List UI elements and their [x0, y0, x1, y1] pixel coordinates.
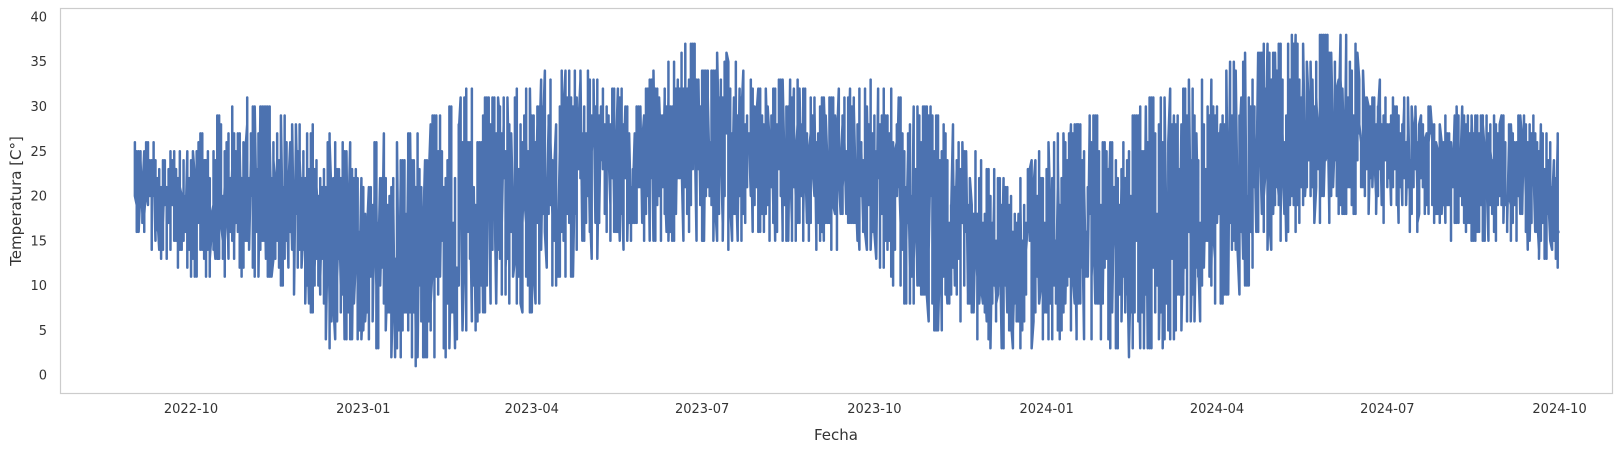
x-tick-label: 2024-04 [1190, 402, 1244, 417]
y-axis-title: Temperatura [C°] [7, 136, 25, 267]
x-tick-label: 2024-10 [1532, 402, 1586, 417]
x-tick-label: 2023-10 [847, 402, 901, 417]
y-tick-label: 40 [30, 10, 47, 25]
y-tick-label: 0 [39, 369, 47, 384]
y-tick-label: 25 [30, 145, 47, 160]
x-tick-label: 2023-01 [336, 402, 390, 417]
y-tick-label: 10 [30, 279, 47, 294]
x-tick-labels: 2022-10 2023-01 2023-04 2023-07 2023-10 2024-… [164, 402, 1587, 417]
y-tick-labels: 0 5 10 15 20 25 30 35 40 [30, 10, 47, 383]
y-tick-label: 20 [30, 190, 47, 205]
x-tick-label: 2024-01 [1019, 402, 1073, 417]
series-layer [133, 33, 1560, 368]
x-tick-label: 2023-04 [505, 402, 559, 417]
x-tick-label: 2024-07 [1360, 402, 1414, 417]
y-tick-label: 5 [39, 324, 47, 339]
x-tick-label: 2023-07 [675, 402, 729, 417]
x-tick-label: 2022-10 [164, 402, 218, 417]
y-tick-label: 35 [30, 55, 47, 70]
y-tick-label: 15 [30, 234, 47, 249]
temperature-series-line [133, 33, 1560, 368]
y-tick-label: 30 [30, 100, 47, 115]
x-axis-title: Fecha [814, 426, 858, 444]
